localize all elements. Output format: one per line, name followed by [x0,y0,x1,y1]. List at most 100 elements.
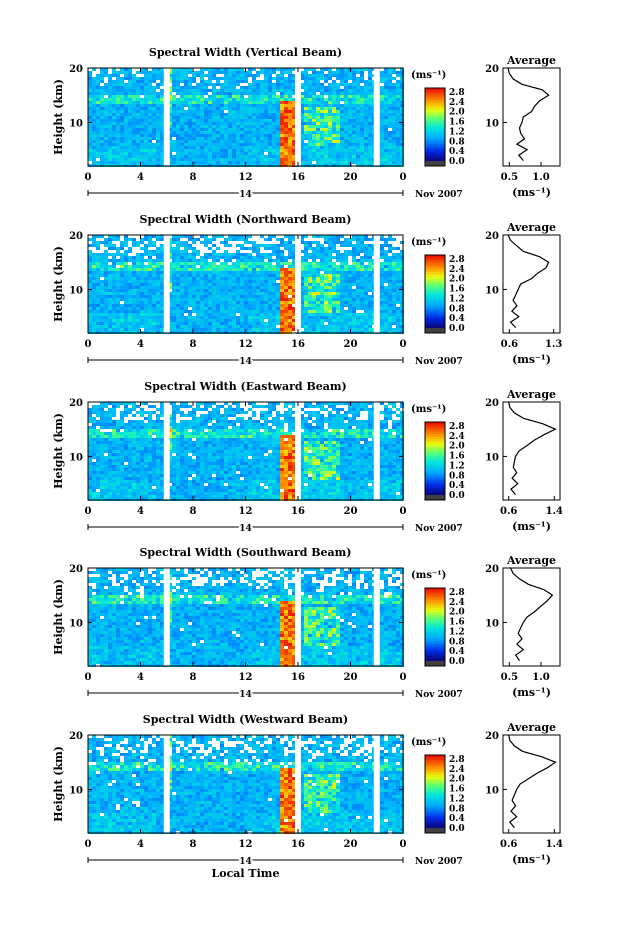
heatmap-cell [144,319,148,322]
heatmap-cell [108,101,112,104]
heatmap-cell [280,119,284,122]
heatmap-cell [240,155,244,158]
heatmap-cell [320,277,324,280]
heatmap-cell [216,280,220,283]
heatmap-cell [132,289,136,292]
heatmap-cell [368,77,372,80]
heatmap-cell [264,116,268,119]
heatmap-cell [328,271,332,274]
heatmap-cell [88,137,92,140]
heatmap-cell [132,244,136,247]
heatmap-cell [384,158,388,161]
heatmap-cell [280,83,284,86]
heatmap-cell [92,92,96,95]
heatmap-cell [148,259,152,262]
heatmap-cell [316,298,320,301]
heatmap-cell [108,241,112,244]
heatmap-cell [92,304,96,307]
heatmap-cell [280,152,284,155]
heatmap-cell [240,152,244,155]
heatmap-cell [340,128,344,131]
heatmap-cell [328,101,332,104]
heatmap-cell [124,146,128,149]
heatmap-cell [248,83,252,86]
heatmap-cell [344,101,348,104]
heatmap-cell [384,68,388,71]
heatmap-cell [344,71,348,74]
heatmap-cell [320,250,324,253]
heatmap-cell [212,101,216,104]
heatmap-cell [180,259,184,262]
heatmap-cell [320,301,324,304]
heatmap-cell [392,92,396,95]
heatmap-cell [340,262,344,265]
heatmap-cell [332,83,336,86]
heatmap-cell [252,149,256,152]
heatmap-cell [140,80,144,83]
heatmap-cell [392,143,396,146]
heatmap-cell [168,322,172,325]
heatmap-cell [384,128,388,131]
heatmap-cell [368,256,372,259]
heatmap-cell [192,122,196,125]
heatmap-cell [132,280,136,283]
heatmap-cell [228,113,232,116]
heatmap-cell [204,235,208,238]
heatmap-cell [236,295,240,298]
heatmap-cell [220,137,224,140]
heatmap-cell [200,98,204,101]
heatmap-cell [312,322,316,325]
heatmap-cell [180,328,184,331]
heatmap-cell [252,247,256,250]
heatmap-cell [244,131,248,134]
heatmap-cell [392,253,396,256]
heatmap-cell [388,289,392,292]
heatmap-cell [264,146,268,149]
heatmap-cell [204,101,208,104]
heatmap-cell [292,80,296,83]
heatmap-cell [92,104,96,107]
heatmap-cell [100,137,104,140]
heatmap-cell [128,140,132,143]
heatmap-cell [300,92,304,95]
heatmap-cell [240,134,244,137]
heatmap-cell [144,238,148,241]
heatmap-cell [332,328,336,331]
heatmap-cell [264,86,268,89]
heatmap-cell [156,325,160,328]
heatmap-cell [96,271,100,274]
heatmap-cell [276,155,280,158]
heatmap-cell [348,304,352,307]
heatmap-cell [92,319,96,322]
heatmap-cell [332,265,336,268]
heatmap-cell [160,149,164,152]
heatmap-cell [96,161,100,164]
heatmap-cell [304,119,308,122]
heatmap-cell [128,313,132,316]
heatmap-cell [268,137,272,140]
heatmap-cell [320,268,324,271]
heatmap-cell [308,256,312,259]
heatmap-cell [316,101,320,104]
heatmap-cell [152,271,156,274]
heatmap-cell [308,298,312,301]
heatmap-cell [156,104,160,107]
heatmap-cell [132,74,136,77]
heatmap-cell [252,146,256,149]
heatmap-cell [396,131,400,134]
heatmap-cell [204,319,208,322]
heatmap-cell [328,265,332,268]
heatmap-cell [308,140,312,143]
heatmap-cell [380,328,384,331]
heatmap-cell [284,140,288,143]
heatmap-cell [88,125,92,128]
heatmap-cell [392,247,396,250]
heatmap-cell [152,128,156,131]
heatmap-cell [204,316,208,319]
heatmap-cell [332,307,336,310]
heatmap-cell [172,71,176,74]
heatmap-cell [400,89,404,92]
heatmap-cell [220,95,224,98]
heatmap-cell [172,146,176,149]
heatmap-cell [248,265,252,268]
